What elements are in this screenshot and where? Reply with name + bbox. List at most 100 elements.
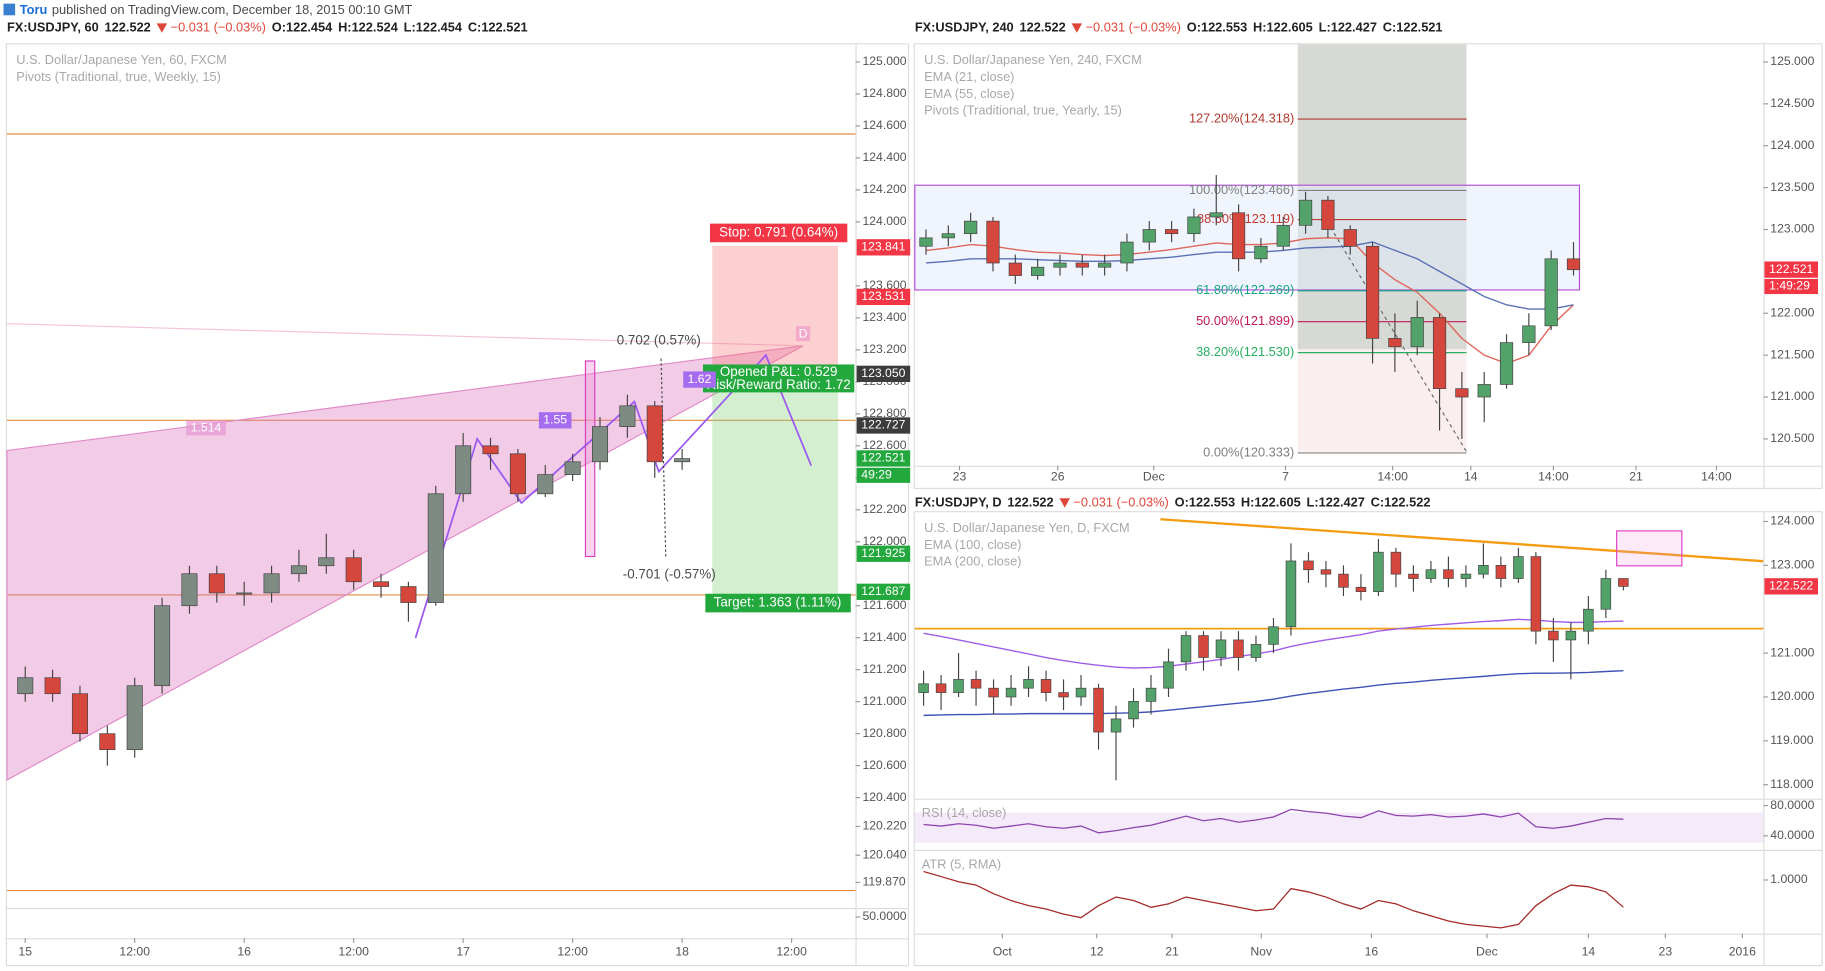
ratio-label: 1.62 [688,372,712,386]
candle-body [1231,212,1246,260]
candle-body [318,557,335,567]
y-tick-label: 125.000 [1770,54,1814,68]
y-tick-label: 124.000 [1770,138,1814,152]
price-tag [856,417,911,434]
candle-body [564,461,581,475]
y-tick-label: 123.600 [862,278,906,292]
y-tick-label: 50.0000 [862,909,906,923]
y-tick-label: 120.220 [862,819,906,833]
candle-body [154,605,171,687]
header-close-label: C:122.521 [468,19,528,34]
x-tick-label: 14:00 [1538,470,1569,484]
candle-body [1110,718,1122,733]
candle-body [1530,556,1542,632]
candle-body [1053,262,1067,268]
candle-body [1460,573,1472,579]
y-tick-label: 121.500 [1770,347,1814,361]
y-tick-label: 120.600 [862,758,906,772]
candle-body [1565,630,1577,641]
candle-body [964,220,978,235]
x-tick-label: 18 [675,944,689,958]
y-tick-label: 121.000 [862,694,906,708]
candle-body [1215,639,1227,658]
user-name: Toru [20,2,47,17]
header-close-label: C:122.521 [1383,19,1443,34]
candle-body [400,586,417,603]
y-tick-label: 122.000 [1770,305,1814,319]
legend-title: U.S. Dollar/Japanese Yen, 240, FXCM [924,52,1142,67]
price-tag [856,288,911,306]
pnl-label: Opened P&L: 0.529 [720,364,838,379]
header-change: −0.031 (−0.03%) [1086,19,1181,34]
trend-line [1160,518,1764,563]
candle-body [1477,384,1491,398]
candle-body [1023,679,1034,689]
candle-body [1285,560,1297,628]
candle-body [1443,569,1454,579]
candle-body [1120,241,1134,264]
stop-zone [712,245,839,374]
measure-up-label: 0.702 (0.57%) [617,333,701,348]
point-label: D [799,326,808,340]
measure-line [660,358,667,557]
x-tick-label: 16 [237,944,251,958]
ratio-label: 1.514 [191,421,222,435]
y-tick-label: 123.000 [1770,222,1814,236]
fib-label: 61.80%(122.269) [1196,282,1294,297]
candle-body [1410,317,1424,348]
target-zone [712,373,839,595]
harmonic-pattern [414,353,813,639]
x-tick-label: Dec [1143,470,1165,484]
down-arrow [1059,498,1070,508]
legend-title: U.S. Dollar/Japanese Yen, D, FXCM [924,520,1130,535]
y-tick-label: 123.500 [1770,180,1814,194]
candle-body [1338,573,1349,588]
y-tick-label: 121.400 [862,630,906,644]
candle-body [126,685,143,751]
candle-body [1495,565,1507,579]
y-tick-label: 118.000 [1770,777,1813,791]
y-tick-label: 125.000 [862,54,906,68]
candle-body [1499,342,1514,385]
candle-body [1128,701,1139,720]
y-tick-label: 123.200 [862,342,906,356]
candle-body [1298,199,1313,226]
fib-label: 38.20%(121.530) [1196,344,1294,359]
candle-body [619,405,636,427]
x-tick-label: 14:00 [1377,470,1408,484]
ratio-box [538,412,572,429]
price-tag [1764,261,1819,278]
candle-body [1425,569,1437,579]
y-tick-label: 119.000 [1770,733,1813,747]
y-tick-label: 122.000 [862,534,906,548]
y-tick-label: 120.040 [862,847,906,861]
panel-frame [913,511,1823,967]
candle-body [537,474,554,495]
candle-body [988,687,999,698]
candle-body [1005,687,1017,698]
y-tick-label: 120.500 [1770,431,1814,445]
header-last: 122.522 [1007,494,1053,509]
y-tick-label: 80.0000 [1770,798,1814,812]
indicator-line [923,808,1624,834]
chart-layer: Toru published on TradingView.com, Decem… [7,2,1819,958]
candle-body [1388,338,1402,348]
ratio-box [683,371,716,388]
x-tick-label: 15 [18,944,32,958]
candle-body [1093,687,1104,733]
x-tick-label: 23 [1659,944,1673,958]
candle-body [1355,586,1367,593]
fib-trend [1326,220,1468,453]
measure-down-label: -0.701 (-0.57%) [623,567,716,582]
header-high-label: H:122.605 [1253,19,1313,34]
candle-body [1365,245,1380,339]
fib-label: 127.20%(124.318) [1189,110,1294,125]
price-tag-label: 121.687 [861,584,905,598]
candle-body [17,677,34,695]
header-low-label: L:122.427 [1319,19,1377,34]
x-tick-label: 23 [953,470,967,484]
legend-title: U.S. Dollar/Japanese Yen, 60, FXCM [16,52,227,67]
y-tick-label: 121.000 [1770,645,1814,659]
